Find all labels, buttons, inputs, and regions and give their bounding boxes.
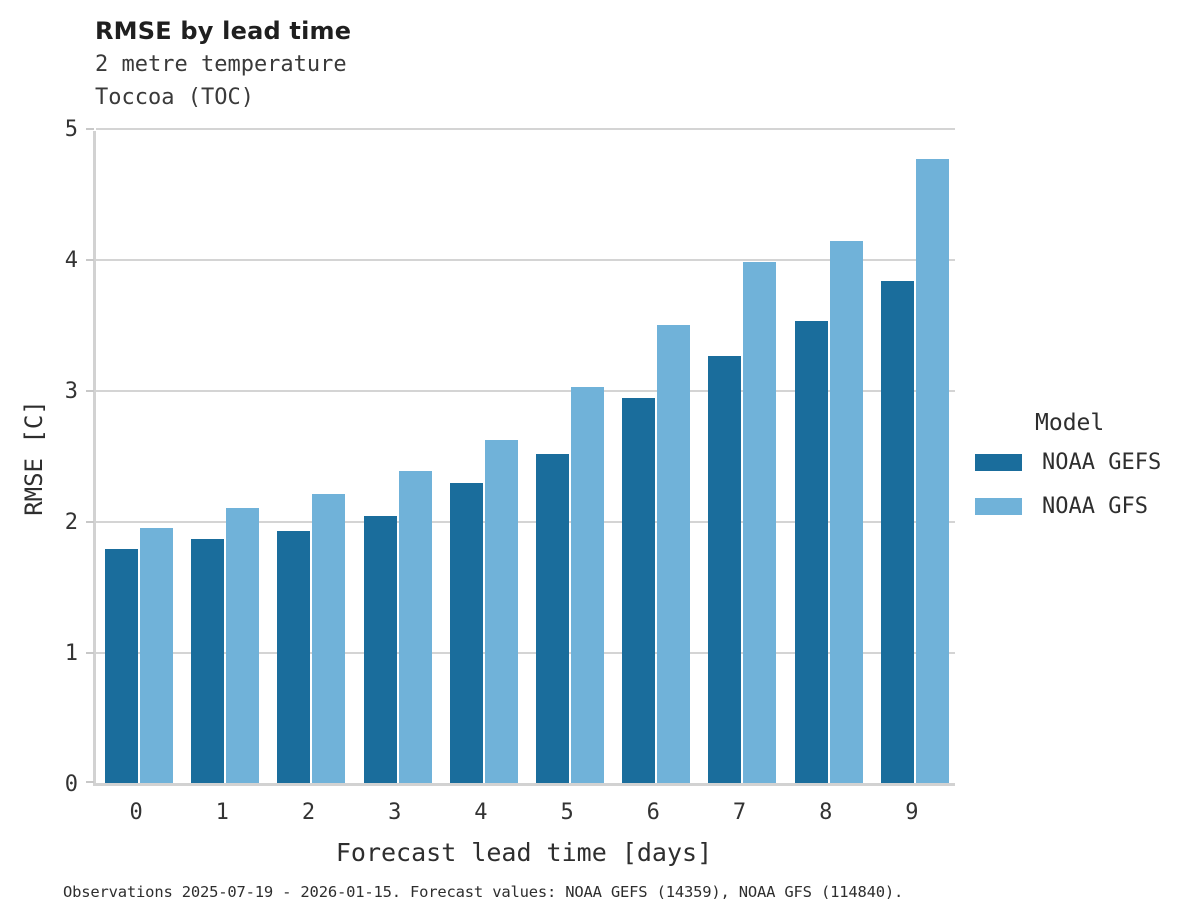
y-tick-mark-4 [86,259,94,261]
y-tick-mark-1 [86,652,94,654]
x-tick-label-1: 1 [215,800,229,825]
bar-noaa-gefs-day-8 [794,320,828,783]
x-tick-label-4: 4 [474,800,488,825]
x-axis-title: Forecast lead time [days] [335,838,713,867]
bar-group-day-2 [268,131,354,783]
bar-noaa-gfs-day-4 [484,439,518,783]
x-tick-label-6: 6 [646,800,660,825]
legend-label-noaa-gefs: NOAA GEFS [1042,450,1162,475]
y-tick-label-5: 5 [64,117,78,142]
bar-noaa-gefs-day-2 [277,531,311,783]
bar-noaa-gefs-day-0 [105,548,139,783]
bar-noaa-gefs-day-4 [449,483,483,783]
bar-noaa-gfs-day-5 [571,387,605,783]
bar-noaa-gfs-day-0 [140,527,174,783]
bar-noaa-gefs-day-3 [363,515,397,783]
y-tick-label-1: 1 [64,641,78,666]
y-tick-mark-0 [86,781,94,783]
x-tick-label-7: 7 [732,800,747,825]
legend: Model NOAA GEFS NOAA GFS [975,410,1190,538]
bar-group-day-1 [182,131,268,783]
legend-swatch-noaa-gfs [975,498,1022,515]
bar-noaa-gefs-day-9 [880,281,914,783]
legend-label-noaa-gfs: NOAA GFS [1042,494,1148,519]
bar-noaa-gfs-day-8 [829,240,863,783]
bar-noaa-gfs-day-1 [226,507,260,783]
bar-group-day-3 [355,131,441,783]
bar-group-day-7 [699,131,785,783]
x-tick-label-9: 9 [905,800,919,825]
x-tick-label-2: 2 [301,800,316,825]
legend-swatch-noaa-gefs [975,454,1022,471]
gridline-y-5 [96,128,955,130]
bar-group-day-0 [96,131,182,783]
chart-subtitle-station: Toccoa (TOC) [95,85,254,110]
plot-area [86,128,958,786]
y-tick-mark-3 [86,390,94,392]
bar-noaa-gfs-day-2 [312,493,346,783]
gridline-y-3 [96,390,955,392]
bar-group-day-9 [872,131,958,783]
y-tick-mark-5 [86,128,94,130]
gridline-y-2 [96,521,955,523]
footer-observations-note: Observations 2025-07-19 - 2026-01-15. Fo… [63,883,904,901]
bar-noaa-gfs-day-9 [915,159,949,783]
x-tick-label-5: 5 [560,800,574,825]
bar-group-day-4 [441,131,527,783]
bar-noaa-gefs-day-1 [191,539,225,783]
bar-group-day-6 [613,131,699,783]
y-tick-mark-2 [86,521,94,523]
bar-noaa-gfs-day-3 [398,471,432,783]
x-tick-label-0: 0 [129,800,143,825]
legend-row-noaa-gfs: NOAA GFS [975,494,1190,519]
gridline-y-1 [96,652,955,654]
y-tick-label-2: 2 [64,510,78,535]
bar-noaa-gfs-day-7 [743,261,777,783]
gridline-y-4 [96,259,955,261]
y-axis-title: RMSE [C] [20,400,48,516]
x-tick-label-8: 8 [819,800,833,825]
bar-group-day-5 [527,131,613,783]
chart-subtitle-variable: 2 metre temperature [95,52,347,77]
legend-title: Model [1035,410,1105,436]
bar-group-day-8 [786,131,872,783]
chart-title: RMSE by lead time [95,17,352,45]
y-tick-label-3: 3 [64,379,78,404]
bar-noaa-gefs-day-6 [622,397,656,783]
legend-row-noaa-gefs: NOAA GEFS [975,450,1190,475]
y-tick-label-0: 0 [64,772,78,797]
bar-noaa-gefs-day-5 [536,454,570,783]
x-tick-label-3: 3 [388,800,402,825]
bar-noaa-gefs-day-7 [708,355,742,783]
bar-noaa-gfs-day-6 [657,324,691,783]
y-tick-label-4: 4 [64,248,78,273]
